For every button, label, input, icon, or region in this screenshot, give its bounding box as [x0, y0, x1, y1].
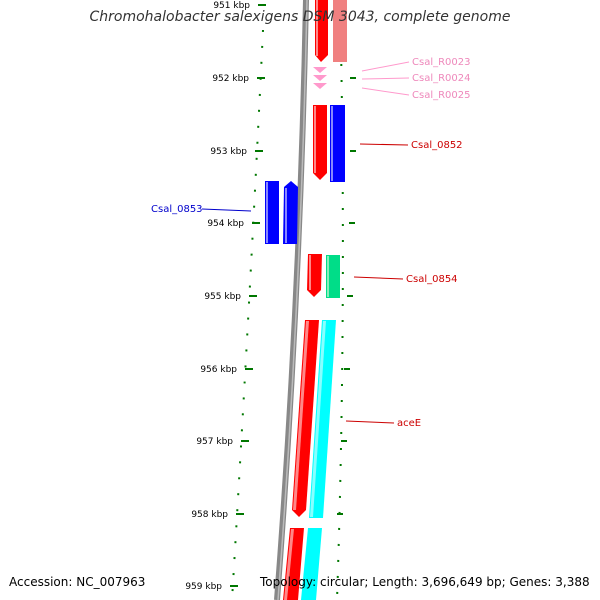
gene-csal-0853-a-shade [266, 182, 268, 243]
callout-lines [201, 61, 410, 424]
gene-forward-bottom-shade [284, 529, 294, 600]
gene-acee-cyan-shade [310, 321, 326, 517]
gene-label-csal-r0025[interactable]: Csal_R0025 [412, 90, 471, 101]
gene-csal-0853-b-shade [285, 188, 287, 243]
gene-csal-r0025[interactable] [313, 83, 327, 89]
gene-csal-0853-a[interactable] [265, 181, 279, 244]
ruler-tick-label: 951 kbp [213, 1, 250, 11]
gene-label-csal-0852[interactable]: Csal_0852 [411, 140, 463, 151]
genome-backbone-highlight [277, 0, 308, 600]
ruler-tick-label: 954 kbp [207, 219, 244, 229]
map-title: Chromohalobacter salexigens DSM 3043, co… [89, 9, 511, 25]
gene-csal-0854-green[interactable] [326, 255, 340, 298]
gene-cyan-bottom[interactable] [301, 528, 322, 600]
gene-rna-top[interactable] [333, 0, 347, 62]
gene-csal-r0024[interactable] [313, 75, 327, 81]
gene-forward-top[interactable] [315, 0, 328, 62]
gene-forward-top-shade [316, 0, 318, 56]
gene-csal-0852-blue-shade [331, 106, 333, 181]
outer-ruler-dots [336, 0, 344, 600]
ruler-tick-label: 959 kbp [185, 582, 222, 592]
ruler-tick-label: 957 kbp [196, 437, 233, 447]
ruler-tick-marks [230, 4, 266, 587]
gene-acee-red-shade [293, 321, 309, 510]
genome-backbone [274, 0, 309, 600]
gene-csal-0852-blue[interactable] [330, 105, 345, 182]
ruler-tick-label: 958 kbp [191, 510, 228, 520]
outer-tick-marks [337, 77, 356, 515]
ruler-tick-label: 956 kbp [200, 365, 237, 375]
accession-text: Accession: NC_007963 [9, 575, 146, 589]
gene-csal-0852-red[interactable] [313, 105, 327, 180]
gene-label-acee[interactable]: aceE [397, 418, 421, 429]
gene-label-csal-r0024[interactable]: Csal_R0024 [412, 73, 471, 84]
gene-csal-0854-green-shade [327, 256, 329, 297]
ruler-tick-label: 952 kbp [212, 74, 249, 84]
gene-csal-0852-red-shade [314, 106, 316, 173]
gene-label-csal-0854[interactable]: Csal_0854 [406, 274, 458, 285]
topology-text: Topology: circular; Length: 3,696,649 bp… [260, 575, 590, 589]
gene-csal-r0023[interactable] [313, 67, 327, 73]
ruler-tick-label: 953 kbp [210, 147, 247, 157]
gene-label-csal-r0023[interactable]: Csal_R0023 [412, 57, 471, 68]
gene-csal-0854-red-shade [309, 255, 311, 290]
ruler-tick-label: 955 kbp [204, 292, 241, 302]
gene-label-csal-0853[interactable]: Csal_0853 [151, 204, 203, 215]
